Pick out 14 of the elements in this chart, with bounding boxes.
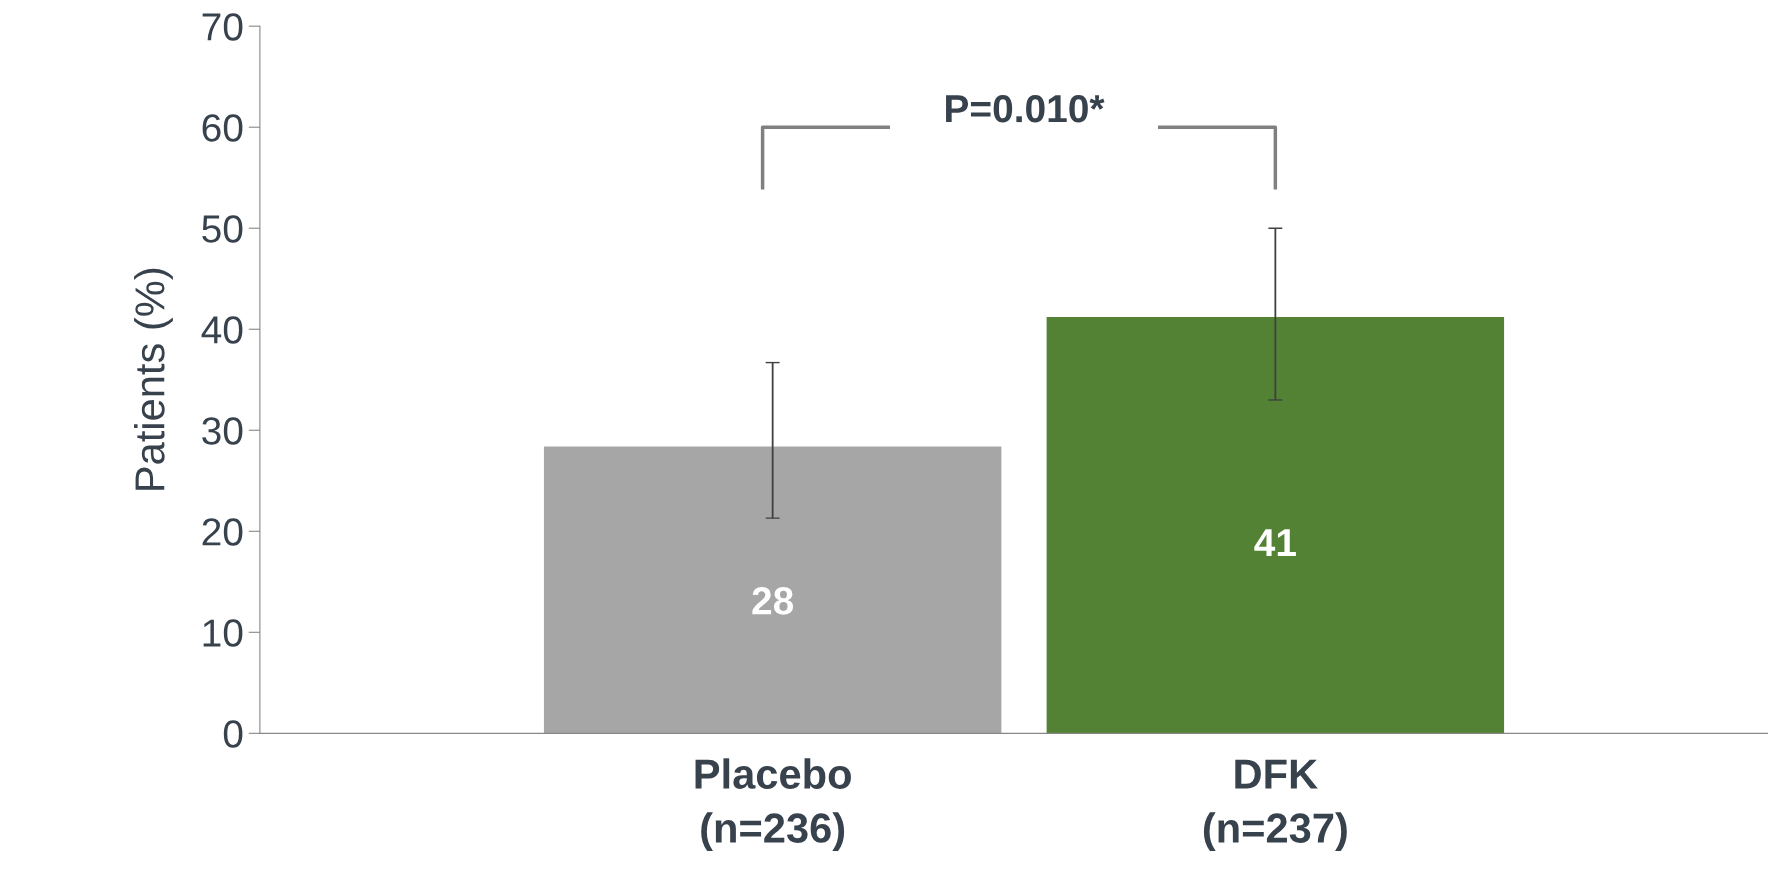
- y-axis-title: Patients (%): [134, 268, 173, 490]
- y-tick-label: 50: [202, 215, 243, 243]
- data-label: 28: [752, 587, 794, 615]
- x-tick-label: Placebo (n=236): [695, 758, 851, 852]
- y-tick-label: 0: [223, 720, 243, 748]
- y-tick-label: 10: [203, 619, 243, 647]
- y-tick-label: 40: [201, 316, 243, 344]
- x-tick-label: DFK (n=237): [1203, 759, 1347, 852]
- data-label: 41: [1254, 529, 1296, 557]
- y-tick-label: 20: [202, 518, 243, 546]
- y-tick-label: 30: [202, 417, 243, 445]
- y-tick-label: 70: [202, 13, 243, 41]
- y-tick-label: 60: [202, 114, 243, 142]
- annotation: P=0.010*: [946, 94, 1105, 123]
